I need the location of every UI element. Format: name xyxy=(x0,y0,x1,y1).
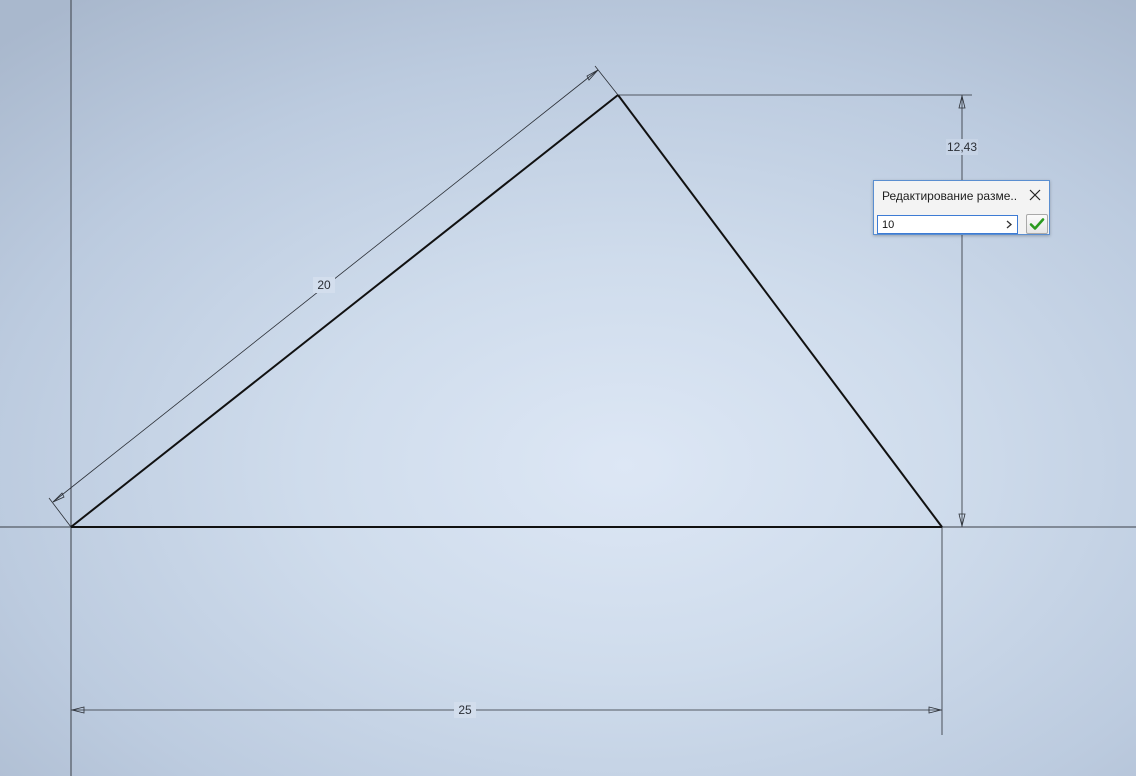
triangle-edge-right[interactable] xyxy=(617,94,943,528)
dimension-value-input[interactable] xyxy=(878,216,1002,233)
dimension-value-field-wrapper xyxy=(877,215,1018,234)
triangle-edge-left[interactable] xyxy=(70,94,619,528)
dimension-value[interactable]: 12,43 xyxy=(947,140,977,154)
extension-line xyxy=(48,497,72,528)
extension-line xyxy=(594,65,619,96)
base-dimension-25[interactable]: 25 xyxy=(71,527,943,735)
arrowhead xyxy=(958,513,966,527)
arrowhead xyxy=(958,95,966,109)
dimension-value[interactable]: 25 xyxy=(458,703,472,717)
checkmark-icon xyxy=(1029,218,1045,230)
arrowhead xyxy=(52,492,65,503)
close-icon[interactable] xyxy=(1027,187,1043,203)
arrowhead xyxy=(71,706,85,714)
height-dimension-12-43[interactable]: 12,43 xyxy=(618,94,978,527)
arrowhead xyxy=(928,706,942,714)
length-dimension-20[interactable]: 20 xyxy=(48,65,619,528)
chevron-right-icon[interactable] xyxy=(1002,217,1016,232)
dialog-title: Редактирование разме... xyxy=(882,189,1018,203)
arrowhead xyxy=(586,69,599,81)
edit-dimension-dialog: Редактирование разме... xyxy=(873,180,1050,235)
ok-button[interactable] xyxy=(1026,214,1048,234)
dimension-value[interactable]: 20 xyxy=(317,278,331,292)
